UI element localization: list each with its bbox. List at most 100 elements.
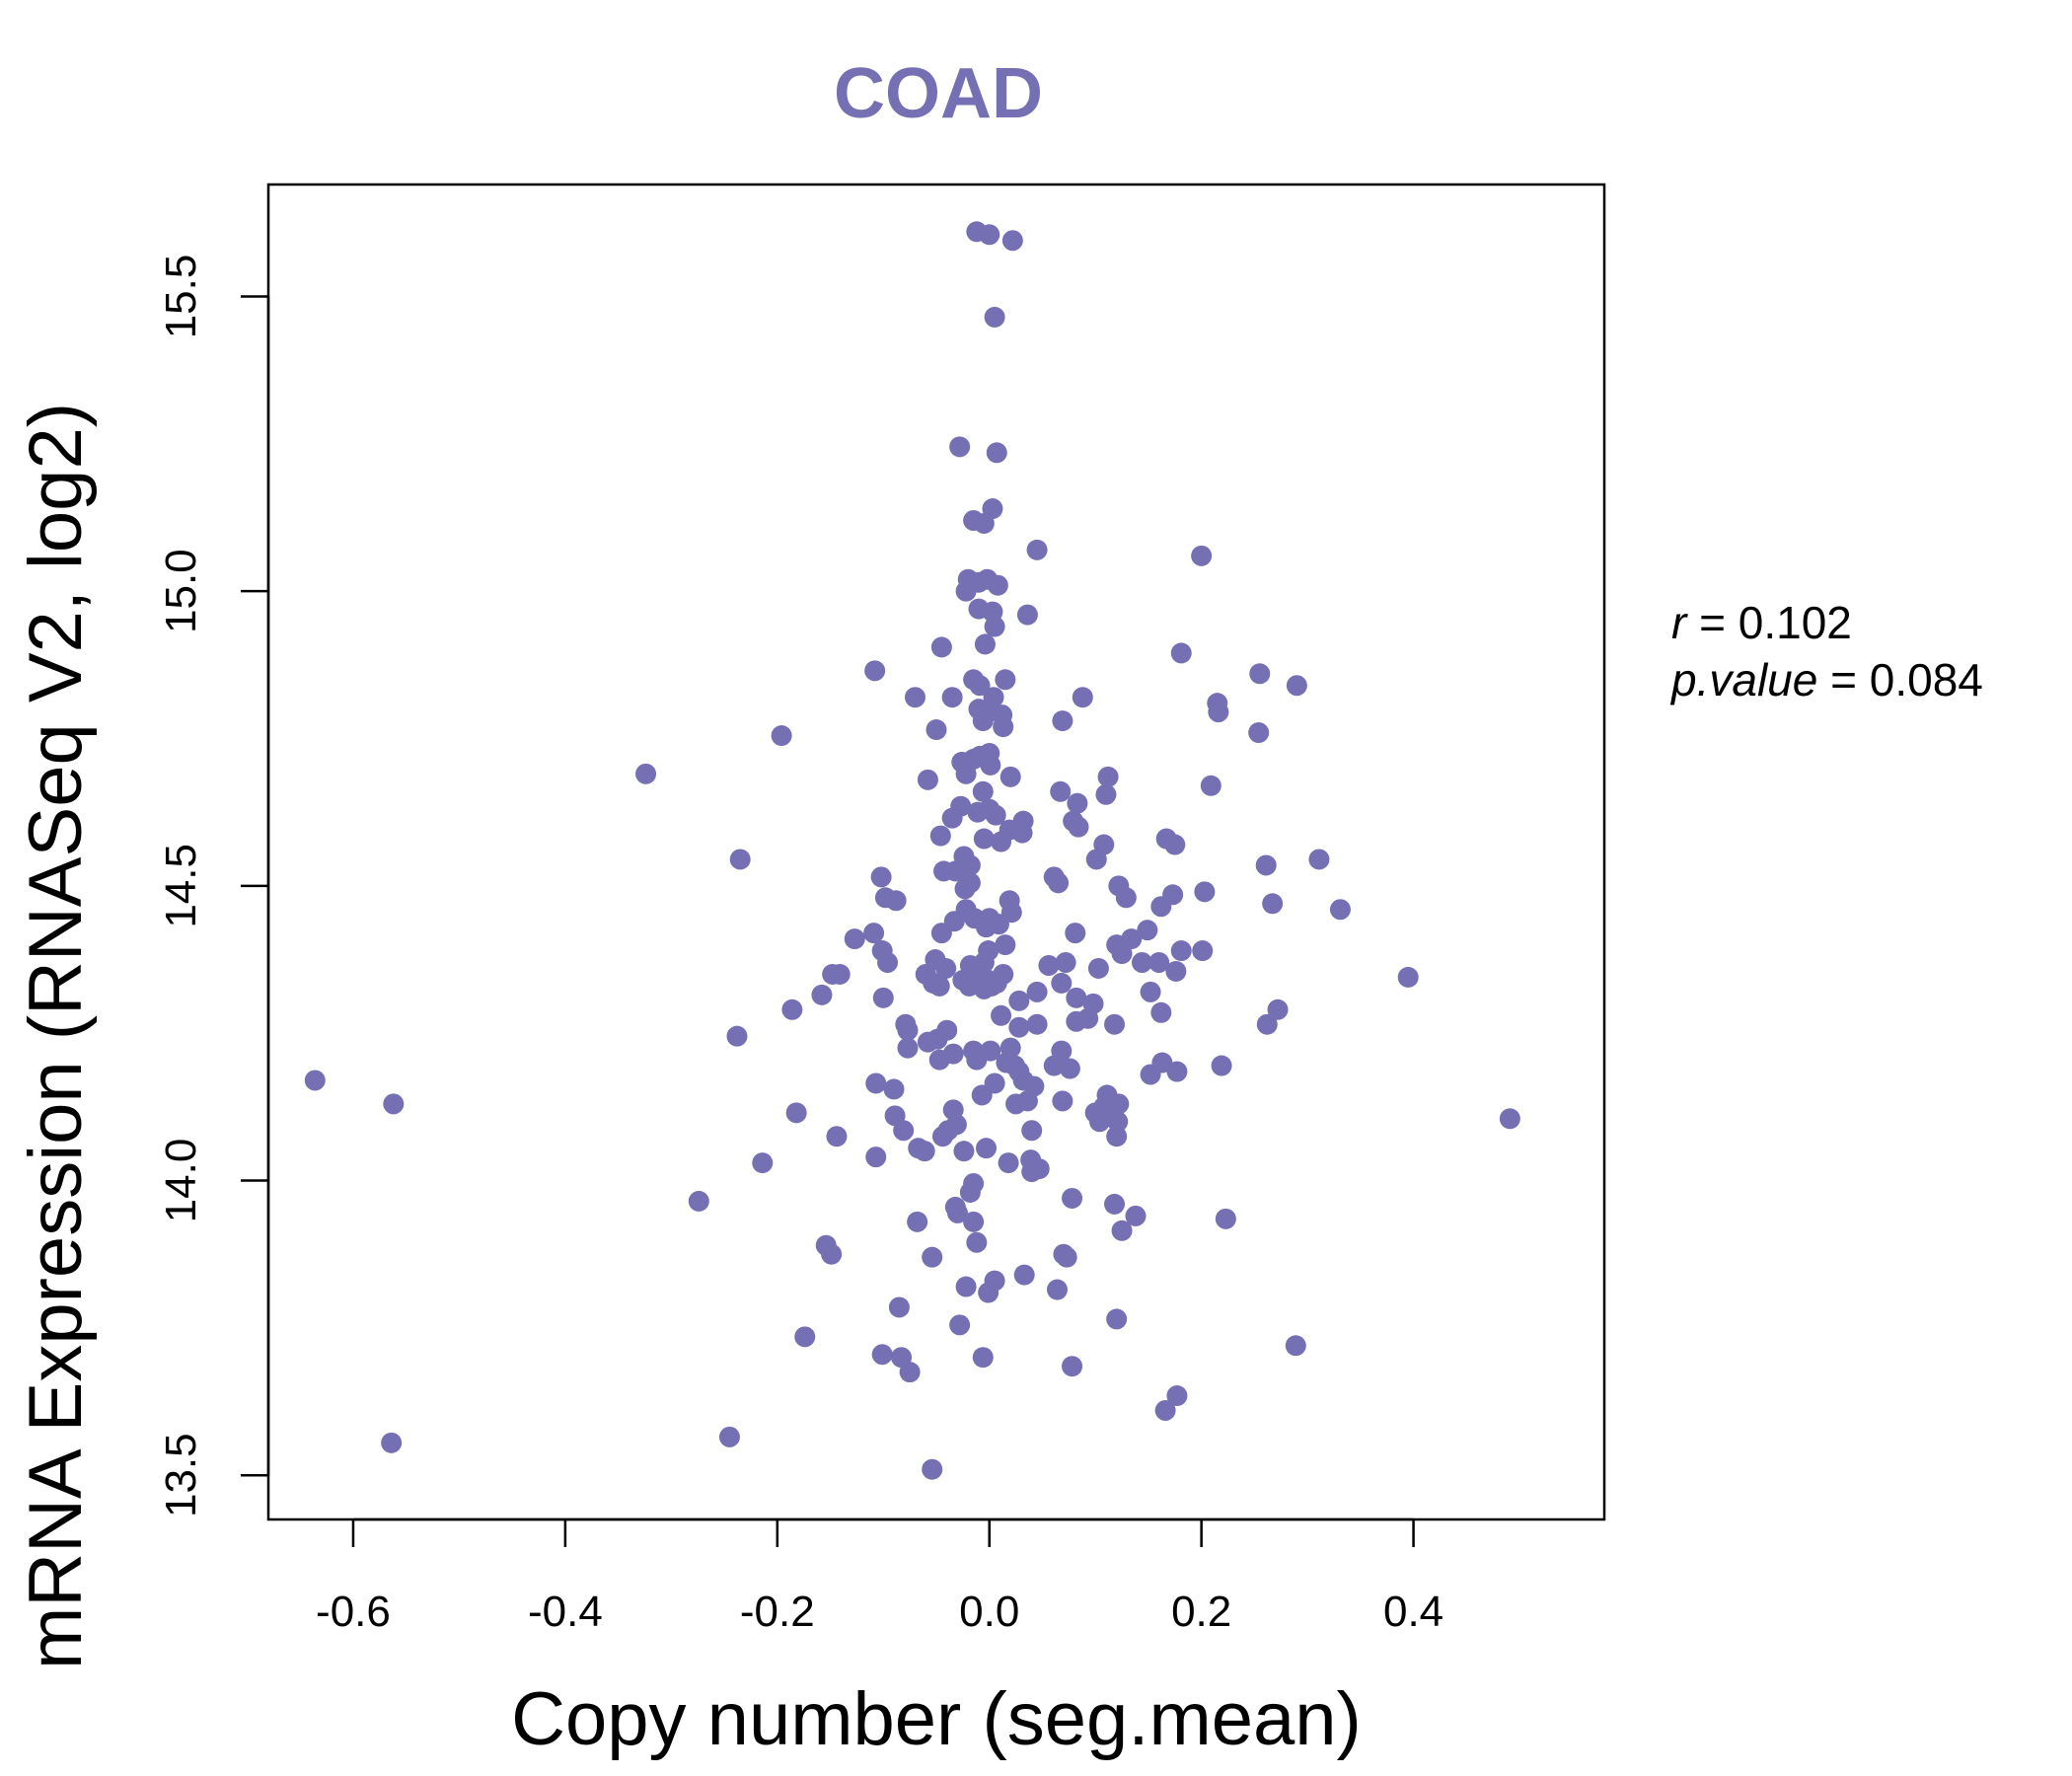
data-point: [917, 1031, 938, 1053]
data-point: [1170, 642, 1192, 664]
data-point: [1072, 687, 1093, 708]
data-point: [1050, 780, 1072, 802]
data-point: [1140, 981, 1161, 1002]
data-point: [1150, 1001, 1172, 1023]
data-point: [888, 1296, 910, 1318]
data-point: [635, 763, 657, 784]
data-point: [905, 687, 926, 708]
data-point: [1008, 1016, 1030, 1038]
data-point: [1148, 952, 1170, 974]
data-point: [925, 719, 947, 741]
data-points: [304, 221, 1520, 1480]
data-point: [752, 1152, 774, 1174]
data-point: [974, 633, 996, 655]
data-point: [979, 224, 1000, 246]
y-tick-label: 13.5: [157, 1433, 205, 1517]
data-point: [822, 963, 844, 985]
data-point: [1200, 775, 1221, 796]
x-tick-label: 0.2: [1171, 1588, 1231, 1636]
chart-title: COAD: [834, 54, 1043, 133]
data-point: [959, 1181, 981, 1203]
data-point: [1285, 1335, 1306, 1357]
data-point: [946, 1202, 968, 1223]
data-point: [1104, 1193, 1126, 1215]
data-point: [1150, 896, 1172, 918]
data-point: [1055, 952, 1076, 974]
data-point: [993, 716, 1014, 738]
data-point: [1038, 954, 1060, 976]
data-point: [1140, 1064, 1161, 1085]
data-point: [897, 1019, 919, 1041]
data-point: [1051, 972, 1073, 994]
data-point: [1011, 822, 1033, 844]
data-point: [1166, 1061, 1188, 1082]
data-point: [718, 1426, 740, 1447]
data-point: [973, 512, 995, 534]
correlation-stats: r = 0.102 p.value = 0.084: [1669, 597, 1983, 705]
data-point: [953, 1141, 975, 1162]
data-point: [844, 928, 865, 950]
data-point: [1047, 1279, 1069, 1300]
data-point: [1267, 999, 1289, 1020]
data-point: [1026, 539, 1048, 560]
data-point: [987, 574, 1008, 596]
data-point: [931, 1126, 953, 1147]
data-point: [1166, 1385, 1188, 1407]
data-point: [995, 934, 1016, 956]
data-point: [972, 710, 994, 732]
data-point: [1052, 710, 1073, 732]
data-point: [1111, 1220, 1133, 1241]
data-point: [883, 1078, 905, 1100]
data-point: [1067, 792, 1088, 814]
data-point: [1499, 1108, 1520, 1130]
data-point: [821, 1243, 843, 1265]
data-point: [1397, 966, 1419, 988]
y-tick-label: 14.5: [157, 844, 205, 928]
data-point: [1021, 1161, 1043, 1183]
data-point: [1005, 1093, 1027, 1115]
data-point: [811, 984, 833, 1005]
data-point: [976, 917, 998, 938]
data-point: [966, 1231, 988, 1253]
data-point: [922, 1246, 943, 1268]
data-point: [877, 952, 899, 974]
data-point: [917, 769, 938, 790]
data-point: [914, 1141, 935, 1162]
data-point: [1088, 1111, 1110, 1133]
data-point: [1164, 834, 1186, 855]
data-point: [963, 1211, 985, 1232]
data-point: [1194, 881, 1216, 903]
data-point: [1255, 854, 1277, 876]
data-point: [688, 1190, 709, 1212]
data-point: [995, 669, 1016, 691]
p-label: p.value: [1669, 654, 1817, 705]
data-point: [1256, 1013, 1278, 1035]
y-axis-title: mRNA Expression (RNASeq V2, log2): [14, 403, 98, 1669]
data-point: [785, 1102, 807, 1124]
data-point: [1107, 1111, 1129, 1133]
data-point: [1308, 849, 1330, 870]
data-point: [933, 860, 955, 882]
data-point: [981, 975, 1002, 997]
y-axis: 13.5 14.0 14.5 15.0 15.5: [157, 255, 270, 1517]
data-point: [1191, 545, 1213, 566]
x-tick-label: 0.4: [1383, 1588, 1443, 1636]
data-point: [1208, 702, 1229, 723]
data-point: [1066, 987, 1087, 1008]
data-point: [1106, 1308, 1128, 1330]
data-point: [929, 825, 951, 847]
x-tick-label: 0.0: [959, 1588, 1019, 1636]
data-point: [1106, 1126, 1128, 1147]
data-point: [1066, 1010, 1087, 1032]
data-point: [1016, 604, 1038, 626]
data-point: [1248, 722, 1270, 744]
data-point: [826, 1126, 848, 1147]
data-point: [1065, 923, 1086, 944]
data-point: [1104, 1013, 1126, 1035]
data-point: [991, 1004, 1012, 1026]
data-point: [1215, 1208, 1236, 1229]
data-point: [304, 1070, 326, 1091]
data-point: [1249, 663, 1271, 685]
data-point: [966, 1049, 988, 1071]
x-axis-title: Copy number (seg.mean): [511, 1677, 1362, 1761]
